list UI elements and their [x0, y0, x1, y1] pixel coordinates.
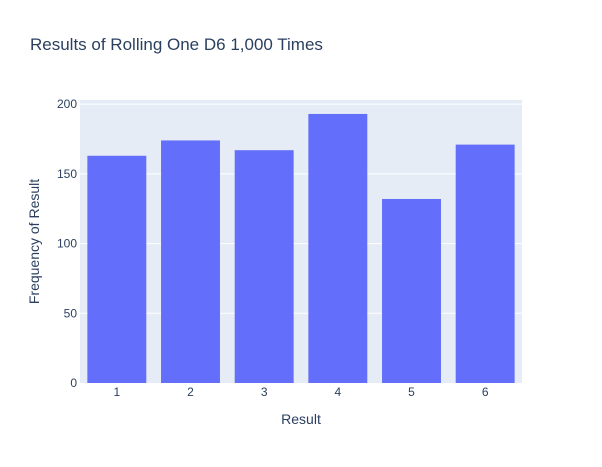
x-tick-label: 1 [113, 385, 120, 399]
bar-1[interactable] [87, 155, 147, 383]
y-tick-label: 100 [57, 237, 77, 251]
x-axis-ticks: 1 2 3 4 5 6 [113, 385, 488, 399]
y-tick-label: 200 [57, 97, 77, 111]
bars [87, 113, 515, 383]
plot-area [80, 100, 522, 383]
gridlines [80, 103, 522, 314]
y-tick-label: 0 [70, 376, 77, 390]
x-tick-label: 3 [261, 385, 268, 399]
y-axis-title: Frequency of Result [26, 179, 42, 304]
bar-3[interactable] [234, 150, 294, 383]
y-axis-ticks: 0 50 100 150 200 [57, 97, 77, 390]
x-tick-label: 4 [334, 385, 341, 399]
bar-2[interactable] [161, 140, 220, 383]
x-tick-label: 2 [187, 385, 194, 399]
x-tick-label: 5 [408, 385, 415, 399]
x-tick-label: 6 [482, 385, 489, 399]
bar-6[interactable] [455, 144, 515, 383]
y-tick-label: 50 [64, 306, 78, 320]
bar-5[interactable] [382, 198, 441, 383]
x-axis-title: Result [281, 411, 321, 427]
chart-title: Results of Rolling One D6 1,000 Times [30, 35, 323, 54]
bar-4[interactable] [308, 113, 368, 383]
y-tick-label: 150 [57, 167, 77, 181]
